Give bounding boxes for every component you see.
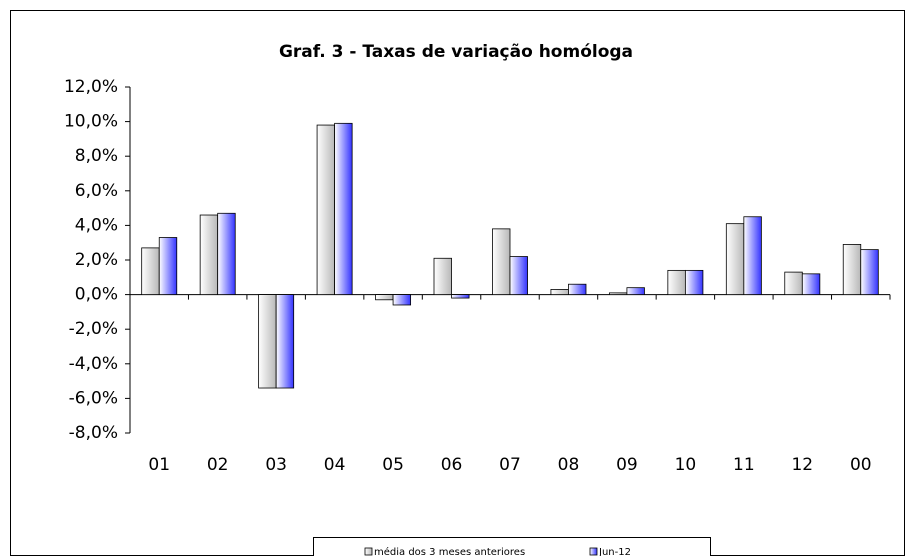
bar xyxy=(375,294,394,301)
bar xyxy=(667,269,686,296)
y-tick-label: -8,0% xyxy=(69,423,118,443)
x-tick-label: 12 xyxy=(791,455,813,475)
bar xyxy=(509,256,528,296)
bar xyxy=(784,271,803,295)
x-tick-label: 07 xyxy=(499,455,521,475)
bar xyxy=(334,122,353,296)
y-tick-label: 10,0% xyxy=(64,112,118,132)
bar xyxy=(451,294,470,299)
bar xyxy=(842,244,862,295)
x-tick-label: 08 xyxy=(558,455,580,475)
bar xyxy=(217,212,236,295)
y-tick-label: 8,0% xyxy=(75,146,118,166)
x-tick-label: 03 xyxy=(265,455,287,475)
bar xyxy=(860,249,879,295)
bar xyxy=(141,247,160,295)
x-tick-label: 10 xyxy=(675,455,697,475)
y-tick-label: 6,0% xyxy=(75,181,118,201)
y-tick-label: 0,0% xyxy=(75,285,118,305)
x-tick-label: 04 xyxy=(324,455,346,475)
bar xyxy=(568,283,587,296)
legend-swatch xyxy=(589,547,598,556)
y-tick-label: 4,0% xyxy=(75,215,118,235)
x-tick-label: 01 xyxy=(148,455,170,475)
bar xyxy=(801,273,821,295)
bar xyxy=(258,294,277,389)
x-tick-label: 11 xyxy=(733,455,755,475)
bar xyxy=(392,294,412,306)
bar xyxy=(158,237,178,295)
x-tick-label: 06 xyxy=(441,455,463,475)
y-tick-label: -6,0% xyxy=(69,388,118,408)
bar xyxy=(608,292,628,295)
legend-label: Jun-12 xyxy=(598,547,631,556)
bar xyxy=(626,287,645,295)
bar xyxy=(492,228,511,295)
bar xyxy=(316,124,336,295)
y-tick-label: 2,0% xyxy=(75,250,118,270)
x-tick-label: 02 xyxy=(207,455,229,475)
x-tick-label: 09 xyxy=(616,455,638,475)
bar xyxy=(275,294,295,389)
bar xyxy=(550,289,569,296)
x-tick-label: 05 xyxy=(382,455,404,475)
y-tick-label: -4,0% xyxy=(69,354,118,374)
legend-label: média dos 3 meses anteriores xyxy=(374,546,525,556)
bar xyxy=(725,223,745,295)
bar xyxy=(684,269,704,296)
bar xyxy=(199,214,219,296)
x-tick-label: 00 xyxy=(850,455,872,475)
bar xyxy=(433,257,452,295)
y-tick-label: 12,0% xyxy=(64,77,118,97)
legend-swatch xyxy=(364,547,373,556)
y-tick-label: -2,0% xyxy=(69,319,118,339)
chart-title: Graf. 3 - Taxas de variação homóloga xyxy=(279,42,633,62)
bar xyxy=(743,216,762,295)
